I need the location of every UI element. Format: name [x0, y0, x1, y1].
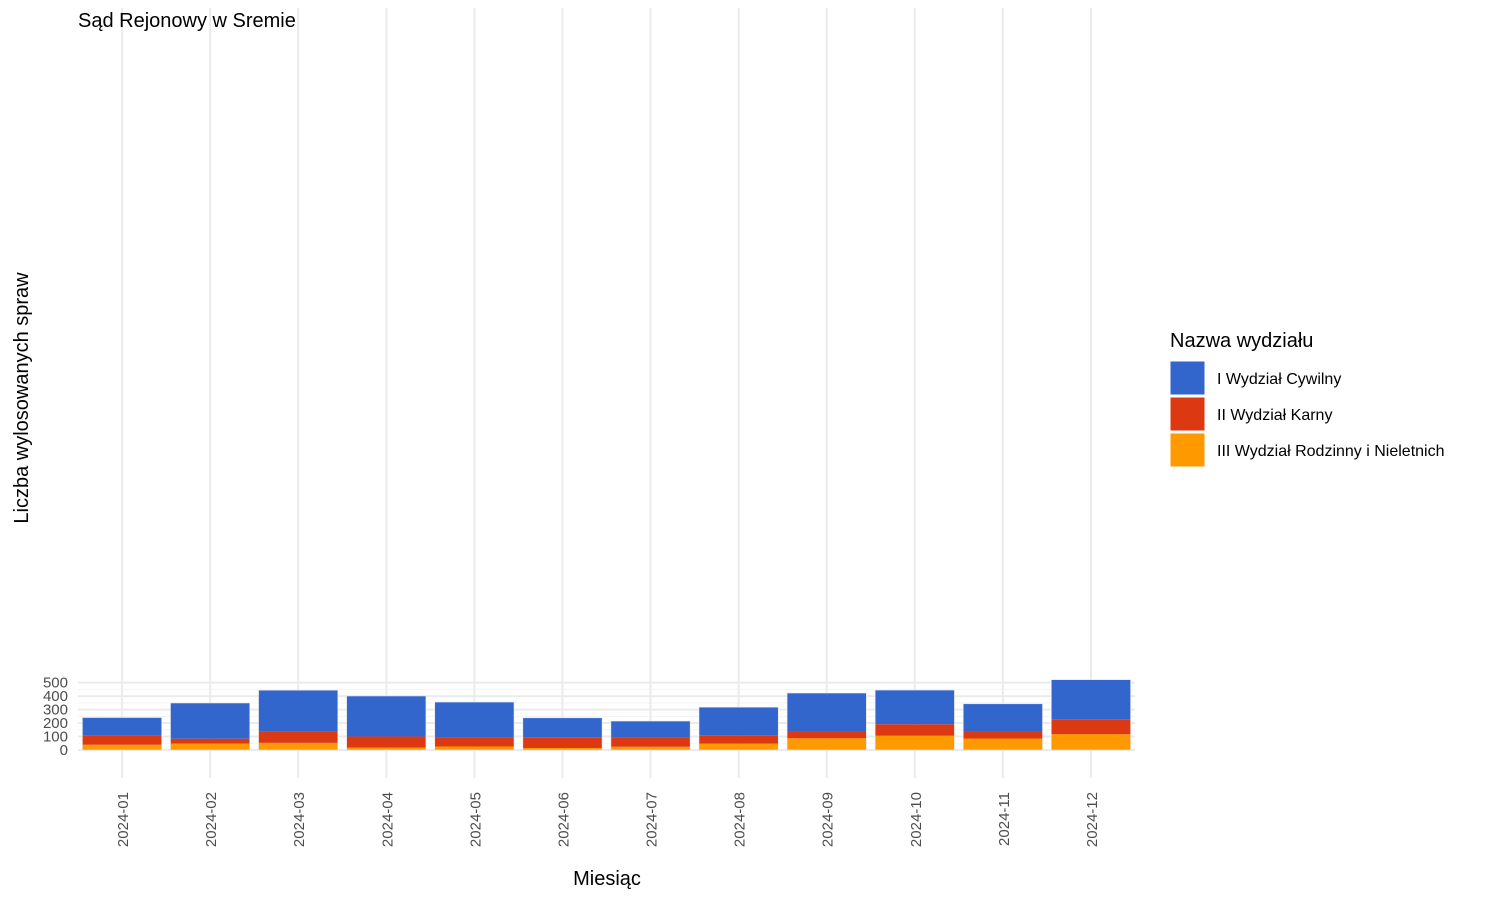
bar-segment — [434, 737, 515, 747]
bar-outline — [522, 717, 603, 751]
legend: Nazwa wydziału I Wydział Cywilny II Wydzi… — [1169, 330, 1445, 468]
chart-title: Sąd Rejonowy w Sremie — [78, 10, 296, 32]
bar-segment — [522, 747, 603, 750]
bar-segment — [346, 695, 426, 737]
bar-outline — [258, 689, 339, 751]
x-tick-label: 2024-01 — [115, 792, 132, 847]
y-axis-title: Liczba wylosowanych spraw — [11, 272, 33, 524]
bar-segment — [346, 736, 426, 748]
bar-segment — [963, 731, 1043, 739]
bar-segment — [170, 738, 250, 744]
y-tick-label: 200 — [43, 715, 68, 732]
bar-segment — [610, 737, 691, 747]
bar-segment — [875, 690, 955, 725]
y-tick-label: 0 — [60, 742, 68, 759]
x-tick-label: 2024-12 — [1084, 792, 1101, 847]
bar-segment — [787, 693, 867, 732]
x-tick-label: 2024-09 — [820, 792, 837, 847]
bar-segment — [787, 738, 867, 750]
bar-segment — [522, 717, 603, 738]
bar-segment — [610, 721, 691, 738]
bar-outline — [874, 689, 955, 751]
bar-segment — [170, 743, 250, 750]
legend-title: Nazwa wydziału — [1170, 330, 1313, 352]
y-tick-label: 500 — [43, 675, 68, 692]
bar-segment — [1051, 679, 1131, 720]
bar-segment — [258, 742, 338, 750]
legend-key — [1169, 396, 1206, 432]
bar-segment — [1051, 734, 1131, 750]
bar-outline — [786, 692, 867, 751]
bar-segment — [787, 731, 867, 739]
x-tick-label: 2024-05 — [467, 792, 484, 847]
legend-key — [1169, 432, 1206, 468]
bar-segment — [258, 731, 338, 743]
x-tick-label: 2024-06 — [555, 792, 572, 847]
bars — [82, 679, 1131, 751]
legend-label: III Wydział Rodzinny i Nieletnich — [1217, 443, 1445, 460]
bar-outline — [610, 720, 691, 751]
grid-lines — [78, 8, 1135, 778]
bar-segment — [698, 735, 779, 744]
bar-outline — [698, 706, 779, 751]
bar-segment — [434, 702, 515, 738]
legend-label: II Wydział Karny — [1217, 407, 1332, 424]
x-tick-label: 2024-08 — [732, 792, 749, 847]
bar-outline — [82, 717, 162, 751]
legend-key — [1169, 360, 1206, 396]
bar-segment — [258, 690, 338, 732]
x-tick-label: 2024-10 — [908, 792, 925, 847]
y-tick-label: 100 — [43, 729, 68, 746]
bar-segment — [82, 735, 162, 745]
x-axis-title: Miesiąc — [573, 868, 641, 890]
x-tick-label: 2024-11 — [996, 792, 1013, 846]
bar-segment — [434, 746, 515, 750]
x-axis-ticks: 2024-01 2024-02 2024-03 2024-04 2024-05 2024-… — [115, 792, 1101, 847]
bar-segment — [963, 703, 1043, 732]
y-tick-label: 400 — [43, 688, 68, 705]
x-tick-label: 2024-03 — [291, 792, 308, 847]
bar-outline — [1051, 679, 1131, 751]
bar-segment — [963, 738, 1043, 750]
y-tick-label: 300 — [43, 702, 68, 719]
bar-segment — [1051, 719, 1131, 735]
bar-outline — [346, 695, 427, 751]
bar-segment — [346, 747, 426, 750]
bar-segment — [82, 744, 162, 750]
bar-segment — [875, 724, 955, 736]
x-tick-label: 2024-07 — [644, 792, 661, 847]
legend-label: I Wydział Cywilny — [1217, 371, 1341, 388]
bar-outline — [170, 702, 251, 751]
x-tick-label: 2024-04 — [379, 792, 396, 847]
bar-segment — [698, 743, 779, 750]
bar-segment — [875, 735, 955, 750]
bar-outline — [962, 703, 1043, 751]
bar-segment — [698, 707, 779, 736]
bar-segment — [82, 717, 162, 736]
bar-segment — [170, 702, 250, 739]
bar-segment — [522, 737, 603, 748]
x-tick-label: 2024-02 — [203, 792, 220, 847]
bar-segment — [610, 746, 691, 750]
bar-outline — [434, 701, 515, 751]
